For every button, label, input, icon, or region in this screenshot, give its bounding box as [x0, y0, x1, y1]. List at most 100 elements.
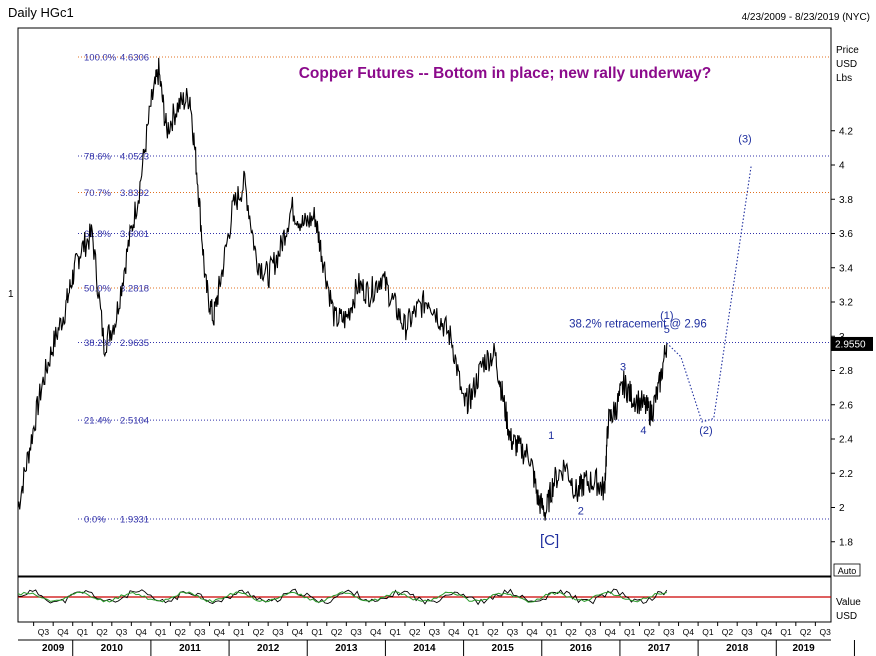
fib-value-label: 3.8392	[120, 188, 149, 199]
chart-title: Copper Futures -- Bottom in place; new r…	[299, 65, 712, 82]
x-quarter-label: Q3	[819, 627, 831, 637]
indicator-panel-frame	[17, 576, 832, 623]
x-quarter-label: Q2	[722, 627, 734, 637]
chart-symbol: Daily HGc1	[8, 5, 74, 20]
x-year-label: 2018	[726, 643, 749, 654]
fib-value-label: 3.6001	[120, 229, 149, 240]
x-quarter-label: Q3	[38, 627, 50, 637]
auto-button-label: Auto	[838, 566, 857, 576]
x-quarter-label: Q2	[487, 627, 499, 637]
fib-pct-label: 21.4%	[84, 416, 111, 427]
x-quarter-label: Q3	[350, 627, 362, 637]
x-year-label: 2010	[101, 643, 124, 654]
fib-value-label: 4.6306	[120, 53, 149, 64]
projection-line	[666, 164, 752, 423]
x-quarter-label: Q4	[292, 627, 304, 637]
fib-value-label: 4.0523	[120, 152, 149, 163]
x-quarter-label: Q3	[741, 627, 753, 637]
retracement-annotation: 38.2% retracement @ 2.96	[569, 319, 707, 331]
x-quarter-label: Q2	[96, 627, 108, 637]
x-quarter-label: Q1	[77, 627, 89, 637]
price-line	[17, 57, 668, 521]
fib-pct-label: 78.6%	[84, 152, 111, 163]
x-year-label: 2019	[793, 643, 816, 654]
fib-value-label: 2.5104	[120, 416, 149, 427]
ylabel-usd: USD	[836, 59, 857, 70]
fib-pct-label: 70.7%	[84, 188, 111, 199]
ytick-label: 2.4	[839, 435, 853, 446]
ytick-label: 3.2	[839, 298, 853, 309]
x-quarter-label: Q3	[585, 627, 597, 637]
wave-label: (2)	[699, 425, 712, 437]
x-year-label: 2015	[492, 643, 515, 654]
ylabel-lbs: Lbs	[836, 73, 852, 84]
fib-pct-label: 50.0%	[84, 283, 111, 294]
x-year-label: 2009	[42, 643, 65, 654]
last-price-marker: 2.9550	[831, 336, 873, 351]
x-year-label: 2014	[413, 643, 436, 654]
wave-label: 4	[640, 425, 646, 437]
x-quarter-label: Q2	[409, 627, 421, 637]
ytick-label: 4	[839, 161, 845, 172]
fib-pct-label: 100.0%	[84, 53, 117, 64]
wave-label: 2	[578, 505, 584, 517]
x-quarter-label: Q3	[663, 627, 675, 637]
x-quarter-label: Q4	[683, 627, 695, 637]
x-quarter-label: Q2	[253, 627, 265, 637]
x-year-label: 2017	[648, 643, 671, 654]
auto-scale-button[interactable]: Auto	[833, 563, 861, 577]
indicator-ylabel-value: Value	[836, 597, 861, 608]
ytick-label: 1.8	[839, 537, 853, 548]
fib-value-label: 3.2818	[120, 283, 149, 294]
x-quarter-label: Q4	[761, 627, 773, 637]
x-quarter-label: Q4	[135, 627, 147, 637]
fib-pct-label: 61.8%	[84, 229, 111, 240]
x-quarter-label: Q4	[214, 627, 226, 637]
wave-label: (1)	[660, 310, 673, 322]
ytick-label: 2.8	[839, 366, 853, 377]
x-quarter-label: Q2	[565, 627, 577, 637]
chart-frame	[17, 27, 832, 577]
fib-pct-label: 0.0%	[84, 514, 106, 525]
x-quarter-label: Q3	[116, 627, 128, 637]
x-quarter-label: Q2	[644, 627, 656, 637]
x-quarter-label: Q1	[311, 627, 323, 637]
x-quarter-label: Q4	[370, 627, 382, 637]
x-quarter-label: Q1	[780, 627, 792, 637]
wave-label: 3	[620, 362, 626, 374]
ytick-label: 3.8	[839, 195, 853, 206]
wave-label: 1	[548, 430, 554, 442]
x-year-label: 2012	[257, 643, 280, 654]
x-year-label: 2016	[570, 643, 593, 654]
ytick-label: 4.2	[839, 126, 853, 137]
x-quarter-label: Q1	[624, 627, 636, 637]
x-quarter-label: Q1	[233, 627, 245, 637]
ytick-label: 3.4	[839, 263, 853, 274]
x-quarter-label: Q2	[800, 627, 812, 637]
date-range: 4/23/2009 - 8/23/2019 (NYC)	[742, 12, 870, 23]
x-quarter-label: Q4	[57, 627, 69, 637]
fib-pct-label: 38.2%	[84, 338, 111, 349]
x-quarter-label: Q1	[155, 627, 167, 637]
last-price-label: 2.9550	[835, 339, 866, 350]
x-quarter-label: Q4	[604, 627, 616, 637]
ytick-label: 2.6	[839, 400, 853, 411]
x-quarter-label: Q4	[448, 627, 460, 637]
x-quarter-label: Q2	[175, 627, 187, 637]
x-quarter-label: Q1	[390, 627, 402, 637]
x-quarter-label: Q1	[702, 627, 714, 637]
x-year-label: 2013	[335, 643, 358, 654]
wave-label: 5	[664, 324, 670, 336]
x-quarter-label: Q2	[331, 627, 343, 637]
ytick-label: 3.6	[839, 229, 853, 240]
left-axis-label: 1	[8, 289, 14, 300]
x-quarter-label: Q3	[194, 627, 206, 637]
fib-value-label: 2.9635	[120, 338, 149, 349]
x-quarter-label: Q3	[272, 627, 284, 637]
x-quarter-label: Q3	[507, 627, 519, 637]
x-year-label: 2011	[179, 643, 201, 654]
ytick-label: 2	[839, 503, 845, 514]
x-quarter-label: Q1	[468, 627, 480, 637]
x-quarter-label: Q4	[526, 627, 538, 637]
